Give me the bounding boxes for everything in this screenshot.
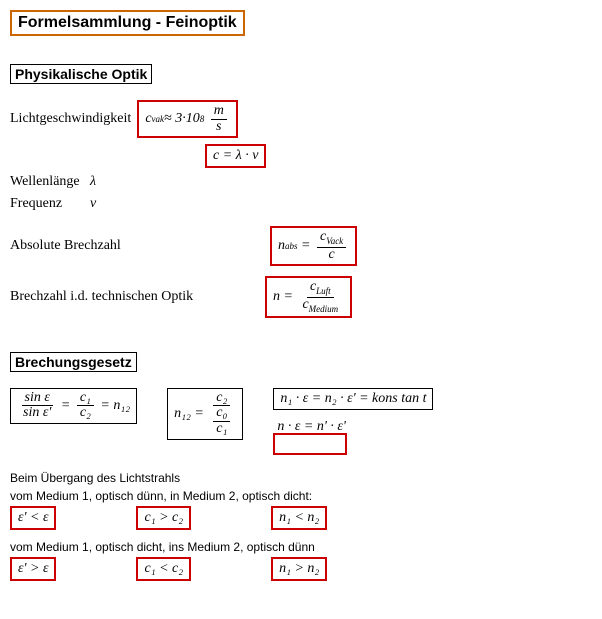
ntech-bot-sub: Medium xyxy=(309,303,339,313)
label-lightspeed: Lichtgeschwindigkeit xyxy=(10,111,131,127)
laws-right-col: n₁ · ε = n₂ · ε' = kons tan t n · ε = n'… xyxy=(273,388,433,455)
caption-transition: Beim Übergang des Lichtstrahls xyxy=(10,471,592,485)
formula-law2: n₁₂ = c₂ c₀ c₁ xyxy=(167,388,243,440)
formula-cvak: cvak ≈ 3·108 m s xyxy=(137,100,238,138)
formula-c-eq: c = λ · ν xyxy=(205,144,266,168)
ntech-frac: cLuft cMedium xyxy=(299,280,341,313)
row-laws: sin ε sin ε' = c₁ c₂ = n₁₂ n₁₂ = c₂ c₀ c… xyxy=(10,388,592,455)
ineq-c-gt: c₁ > c₂ xyxy=(136,506,191,530)
ineq-eps-lt: ε' < ε xyxy=(10,506,56,530)
label-wavelength: Wellenlänge xyxy=(10,174,90,190)
law2-top: c₂ xyxy=(213,391,230,407)
section-physical-optics: Physikalische Optik xyxy=(10,64,152,84)
law1-mid-top: c₁ xyxy=(77,391,94,407)
law1-rhs: = n₁₂ xyxy=(100,398,130,414)
symbol-nu: ν xyxy=(90,196,96,212)
law1-frac2: c₁ c₂ xyxy=(77,391,94,421)
law2-frac: c₂ c₀ c₁ xyxy=(210,391,233,437)
page-title: Formelsammlung - Feinoptik xyxy=(10,10,245,36)
label-tech-refr: Brechzahl i.d. technischen Optik xyxy=(10,289,265,305)
row-ineq-1: ε' < ε c₁ > c₂ n₁ < n₂ xyxy=(10,506,592,530)
ineq-n-lt: n₁ < n₂ xyxy=(271,506,327,530)
caption-dense-thin: vom Medium 1, optisch dicht, ins Medium … xyxy=(10,540,592,554)
formula-law4: n · ε = n' · ε' xyxy=(273,419,349,435)
law2-lhs: n₁₂ = xyxy=(174,406,204,422)
section-refraction-law: Brechungsgesetz xyxy=(10,352,137,372)
formula-law1: sin ε sin ε' = c₁ c₂ = n₁₂ xyxy=(10,388,137,424)
cvak-approx: ≈ 3·10 xyxy=(164,111,200,127)
cvak-sub: vak xyxy=(152,114,165,124)
nabs-top-sub: Vack xyxy=(326,236,343,246)
row-c-eq: c = λ · ν xyxy=(205,144,592,168)
cvak-exp: 8 xyxy=(200,114,205,124)
nabs-frac: cVack c xyxy=(317,230,346,262)
law2-bot-top: c₀ xyxy=(213,406,230,422)
law2-bot-bot: c₁ xyxy=(213,422,230,437)
ineq-c-lt: c₁ < c₂ xyxy=(136,557,191,581)
formula-nabs: nabs = cVack c xyxy=(270,226,357,266)
ntech-lhs: n = xyxy=(273,289,293,305)
row-ineq-2: ε' > ε c₁ < c₂ n₁ > n₂ xyxy=(10,557,592,581)
row-abs-refr: Absolute Brechzahl nabs = cVack c xyxy=(10,226,592,266)
unit-m: m xyxy=(211,104,227,120)
law2-subfrac: c₀ c₁ xyxy=(213,406,230,436)
law1-top: sin ε xyxy=(22,391,53,407)
formula-law3: n₁ · ε = n₂ · ε' = kons tan t xyxy=(273,388,433,410)
formula-ntech: n = cLuft cMedium xyxy=(265,276,352,317)
cvak-unit: m s xyxy=(211,104,227,134)
ntech-top-sub: Luft xyxy=(316,286,331,296)
nabs-n: n xyxy=(278,238,285,254)
label-frequency: Frequenz xyxy=(10,196,90,212)
nabs-bot: c xyxy=(325,248,337,263)
label-abs-refr: Absolute Brechzahl xyxy=(10,238,270,254)
law1-frac1: sin ε sin ε' xyxy=(20,391,54,421)
law1-bot: sin ε' xyxy=(20,406,54,421)
law4-wrapper: n · ε = n' · ε' xyxy=(273,418,433,455)
caption-thin-dense: vom Medium 1, optisch dünn, in Medium 2,… xyxy=(10,489,592,503)
ineq-n-gt: n₁ > n₂ xyxy=(271,557,327,581)
row-lightspeed: Lichtgeschwindigkeit cvak ≈ 3·108 m s xyxy=(10,100,592,138)
symbol-lambda: λ xyxy=(90,174,96,190)
row-wavelength: Wellenlänge λ xyxy=(10,174,592,190)
law1-mid-bot: c₂ xyxy=(77,406,94,421)
row-tech-refr: Brechzahl i.d. technischen Optik n = cLu… xyxy=(10,276,592,317)
law4-redbox xyxy=(273,433,347,455)
ineq-eps-gt: ε' > ε xyxy=(10,557,56,581)
nabs-sub: abs xyxy=(285,241,298,251)
unit-s: s xyxy=(213,120,224,135)
row-frequency: Frequenz ν xyxy=(10,196,592,212)
